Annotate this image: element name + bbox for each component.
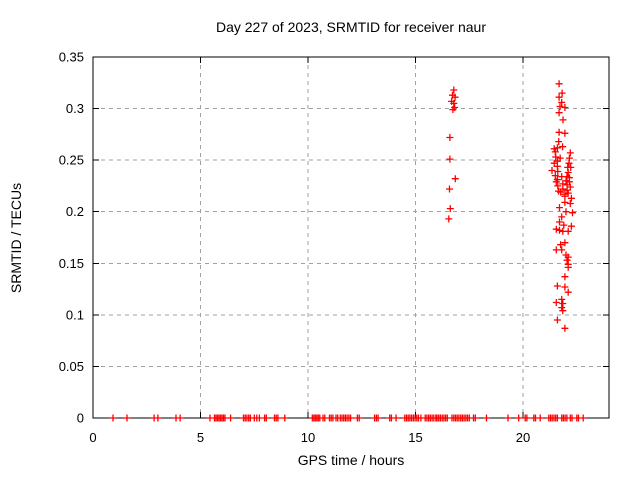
y-tick-label: 0.15	[59, 256, 84, 271]
plot-border	[92, 56, 610, 419]
y-tick-label: 0	[77, 411, 84, 426]
x-tick-label: 10	[301, 430, 315, 445]
x-axis-label: GPS time / hours	[297, 452, 405, 468]
y-tick-label: 0.05	[59, 359, 84, 374]
chart-title: Day 227 of 2023, SRMTID for receiver nau…	[215, 19, 486, 35]
x-tick-label: 20	[516, 430, 530, 445]
scatter-points	[109, 80, 587, 422]
x-tick-label: 5	[197, 430, 204, 445]
x-tick-label: 15	[408, 430, 422, 445]
x-tick-label: 0	[89, 430, 96, 445]
y-tick-label: 0.1	[66, 307, 84, 322]
y-tick-label: 0.3	[66, 101, 84, 116]
y-tick-label: 0.2	[66, 204, 84, 219]
y-tick-label: 0.25	[59, 153, 84, 168]
y-tick-label: 0.35	[59, 50, 84, 65]
